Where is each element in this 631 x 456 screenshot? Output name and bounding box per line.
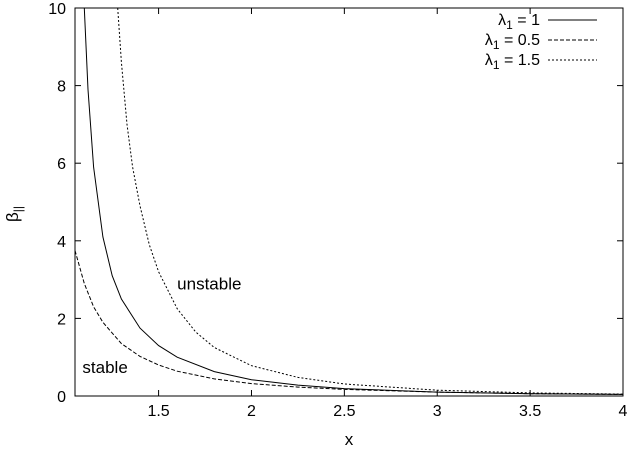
annotation-unstable: unstable xyxy=(177,274,241,293)
x-tick-label: 3 xyxy=(433,403,442,420)
legend-label-3: λ1 = 1.5 xyxy=(485,52,540,72)
y-tick-label: 10 xyxy=(48,1,66,18)
legend-label-symbol: λ xyxy=(485,52,493,69)
series-line-1 xyxy=(83,7,624,395)
series-line-2 xyxy=(74,250,624,395)
x-axis-label: x xyxy=(345,430,354,449)
legend-label-subscript: 1 xyxy=(493,58,500,72)
x-tick-label: 4 xyxy=(619,403,628,420)
y-axis-label: β|| xyxy=(3,206,25,222)
series-line-3 xyxy=(117,7,624,395)
y-tick-label: 8 xyxy=(57,79,66,96)
y-axis-label-sub: || xyxy=(11,206,25,212)
legend-label-2: λ1 = 0.5 xyxy=(485,32,540,52)
legend-label-1: λ1 = 1 xyxy=(498,12,540,32)
y-tick-label: 4 xyxy=(57,234,66,251)
plot-frame xyxy=(74,7,624,397)
legend-label-value: = 1.5 xyxy=(500,52,541,69)
legend-label-value: = 1 xyxy=(513,12,540,29)
y-tick-label: 6 xyxy=(57,156,66,173)
legend-label-subscript: 1 xyxy=(493,38,500,52)
legend-label-symbol: λ xyxy=(498,12,506,29)
legend-label-value: = 0.5 xyxy=(500,32,541,49)
y-tick-label: 0 xyxy=(57,389,66,406)
legend-label-symbol: λ xyxy=(485,32,493,49)
x-tick-label: 1.5 xyxy=(147,403,169,420)
x-tick-label: 2.5 xyxy=(333,403,355,420)
y-axis-label-base: β xyxy=(3,212,22,222)
y-tick-label: 2 xyxy=(57,311,66,328)
annotation-stable: stable xyxy=(82,358,127,377)
legend-label-subscript: 1 xyxy=(506,18,513,32)
x-tick-label: 2 xyxy=(247,403,256,420)
x-tick-label: 3.5 xyxy=(519,403,541,420)
